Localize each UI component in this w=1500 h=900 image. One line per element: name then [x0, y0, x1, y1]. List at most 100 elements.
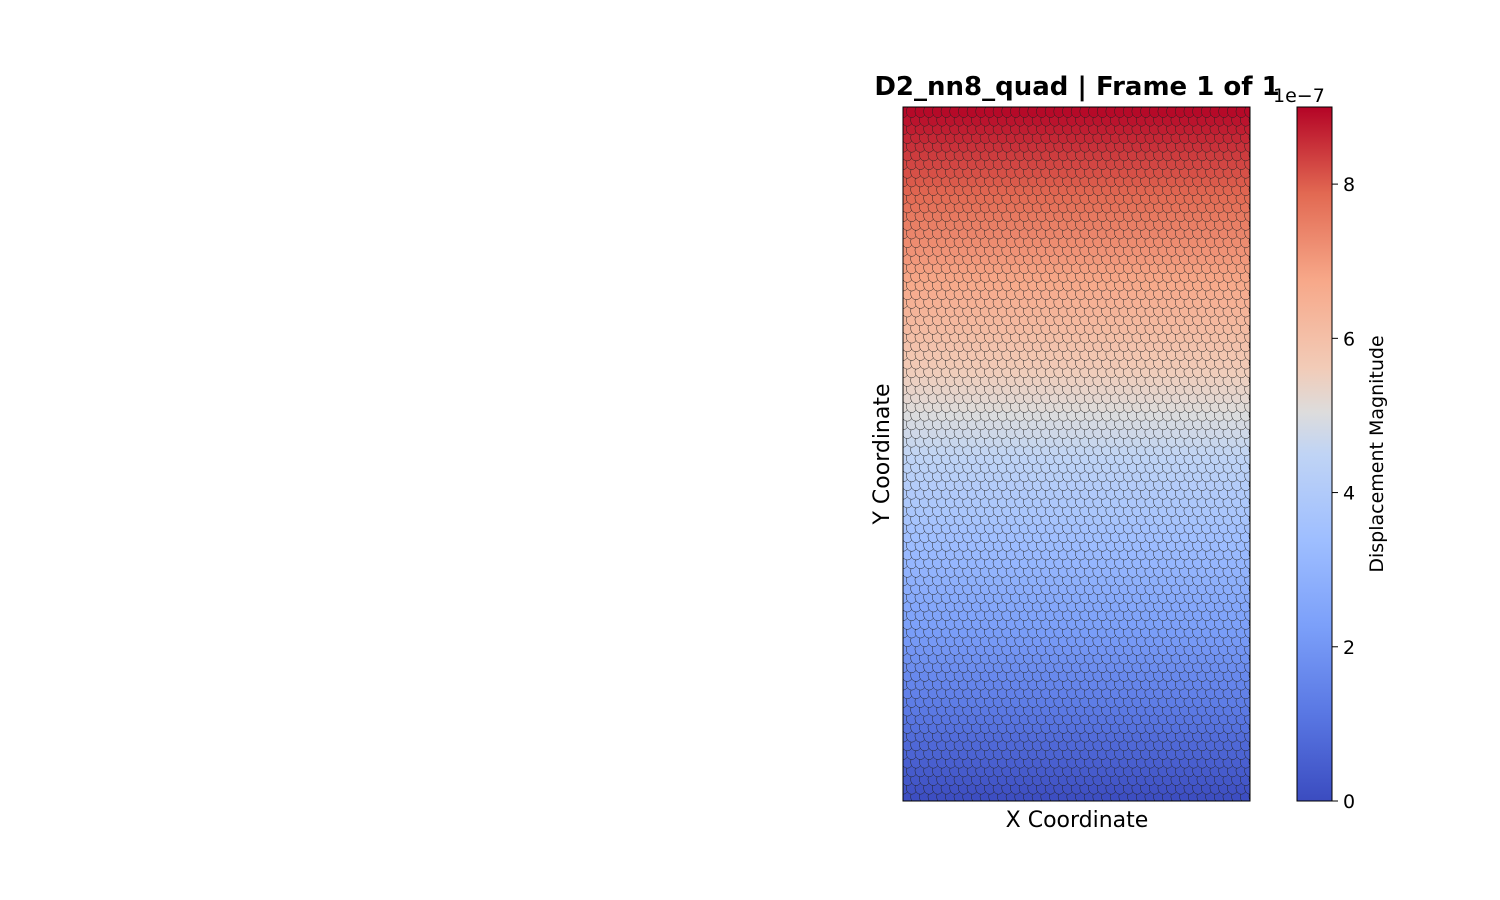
heatmap-cell — [1248, 219, 1250, 229]
heatmap-cell — [1248, 462, 1250, 472]
heatmap-cell — [1248, 723, 1250, 732]
heatmap-cell — [1253, 487, 1264, 500]
heatmap-cell — [1248, 636, 1250, 645]
heatmap-cell — [1248, 428, 1250, 437]
heatmap-cell — [1248, 324, 1250, 333]
heatmap-cell — [1248, 115, 1250, 125]
heatmap-cell — [903, 549, 905, 558]
heatmap-cell — [903, 775, 905, 784]
heatmap-cell — [1253, 539, 1264, 552]
heatmap-cell — [1248, 584, 1250, 593]
y-axis-label: Y Coordinate — [870, 383, 895, 525]
colorbar-ticks: 0 2 4 6 8 — [1332, 174, 1355, 813]
heatmap-cell — [1253, 782, 1264, 795]
heatmap-cell — [1253, 435, 1264, 448]
heatmap-cell — [1248, 150, 1250, 159]
heatmap-cell — [1253, 678, 1264, 691]
heatmap-cell — [1248, 358, 1250, 368]
heatmap-cell — [1253, 556, 1264, 569]
colorbar-label: Displacement Magnitude — [1366, 335, 1388, 572]
heatmap-cell — [1248, 480, 1250, 489]
heatmap-cell — [903, 185, 905, 194]
heatmap-cell — [903, 237, 905, 246]
heatmap-cell — [1253, 331, 1264, 344]
heatmap-cell — [1253, 417, 1264, 430]
heatmap-cell — [1248, 202, 1250, 211]
heatmap-cell — [1248, 619, 1250, 628]
heatmap-cell — [1253, 383, 1264, 396]
heatmap-cell — [1253, 313, 1264, 326]
heatmap-cell — [1248, 740, 1250, 749]
heatmap-cell — [1253, 209, 1264, 222]
heatmap-cell — [1248, 688, 1250, 697]
heatmap-cell — [903, 636, 905, 645]
heatmap-cell — [1253, 122, 1264, 135]
heatmap-cell — [1248, 410, 1250, 420]
heatmap-cell — [903, 671, 905, 680]
heatmap-cell — [1248, 393, 1250, 402]
heatmap-cell — [1253, 747, 1264, 760]
heatmap-cell — [1248, 757, 1250, 767]
heatmap-cell — [1253, 608, 1264, 621]
heatmap-cell — [903, 619, 905, 628]
heatmap-cell — [1248, 514, 1250, 524]
heatmap-cell — [1248, 133, 1250, 142]
heatmap-cell — [1253, 296, 1264, 309]
heatmap-cell — [1248, 671, 1250, 680]
heatmap-cell — [903, 115, 905, 125]
heatmap-cell — [1253, 591, 1264, 604]
heatmap-cell — [903, 723, 905, 732]
heatmap-cell — [1248, 653, 1250, 662]
heatmap-cell — [1248, 254, 1250, 263]
heatmap-cell — [903, 740, 905, 749]
heatmap-cell — [903, 272, 905, 281]
heatmap-cell — [903, 532, 905, 541]
heatmap-cell — [1248, 566, 1250, 576]
heatmap-cell — [1253, 521, 1264, 534]
plot-area — [902, 105, 1264, 802]
heatmap-cell — [903, 358, 905, 368]
heatmap-cell — [903, 584, 905, 593]
heatmap-cell — [1253, 400, 1264, 413]
heatmap-cell — [1248, 272, 1250, 281]
heatmap-cell — [903, 202, 905, 211]
heatmap-cell — [1253, 261, 1264, 274]
heatmap-cell — [903, 150, 905, 159]
heatmap-cell — [1248, 549, 1250, 558]
heatmap-cell — [903, 167, 905, 177]
heatmap-cell — [1253, 695, 1264, 708]
chart-title: D2_nn8_quad | Frame 1 of 1 — [874, 72, 1279, 102]
heatmap-cell — [1253, 712, 1264, 725]
heatmap-cell — [903, 324, 905, 333]
heatmap-cell — [903, 254, 905, 263]
heatmap-cell — [1253, 626, 1264, 639]
colorbar-tick-label: 8 — [1343, 174, 1355, 196]
heatmap-cell — [903, 306, 905, 315]
heatmap-cell — [1253, 105, 1264, 118]
colorbar-tick-label: 2 — [1343, 637, 1355, 659]
colorbar-tick-label: 0 — [1343, 791, 1355, 813]
heatmap-cell — [1253, 157, 1264, 170]
heatmap-cell — [903, 653, 905, 662]
colorbar-offset-text: 1e−7 — [1273, 85, 1325, 107]
heatmap-cell — [1248, 376, 1250, 385]
heatmap-cell — [903, 289, 905, 298]
heatmap-cell — [1248, 497, 1250, 506]
colorbar-gradient — [1296, 106, 1333, 802]
heatmap-cell — [1253, 279, 1264, 292]
heatmap-cell — [1253, 574, 1264, 587]
heatmap-cell — [1253, 348, 1264, 361]
heatmap-cell — [903, 566, 905, 576]
heatmap-cell — [1253, 504, 1264, 517]
heatmap-cell — [1248, 289, 1250, 298]
heatmap-cell — [1253, 174, 1264, 187]
colorbar: 0 2 4 6 8 1e−7 Displacement Magnitude — [1273, 85, 1388, 813]
heatmap-cell — [903, 601, 905, 610]
heatmap-cell — [903, 219, 905, 229]
heatmap-cell — [903, 341, 905, 350]
heatmap-cell — [1253, 660, 1264, 673]
heatmap-cell — [1248, 705, 1250, 715]
heatmap-cell — [1253, 643, 1264, 656]
heatmap-cell — [1248, 601, 1250, 610]
